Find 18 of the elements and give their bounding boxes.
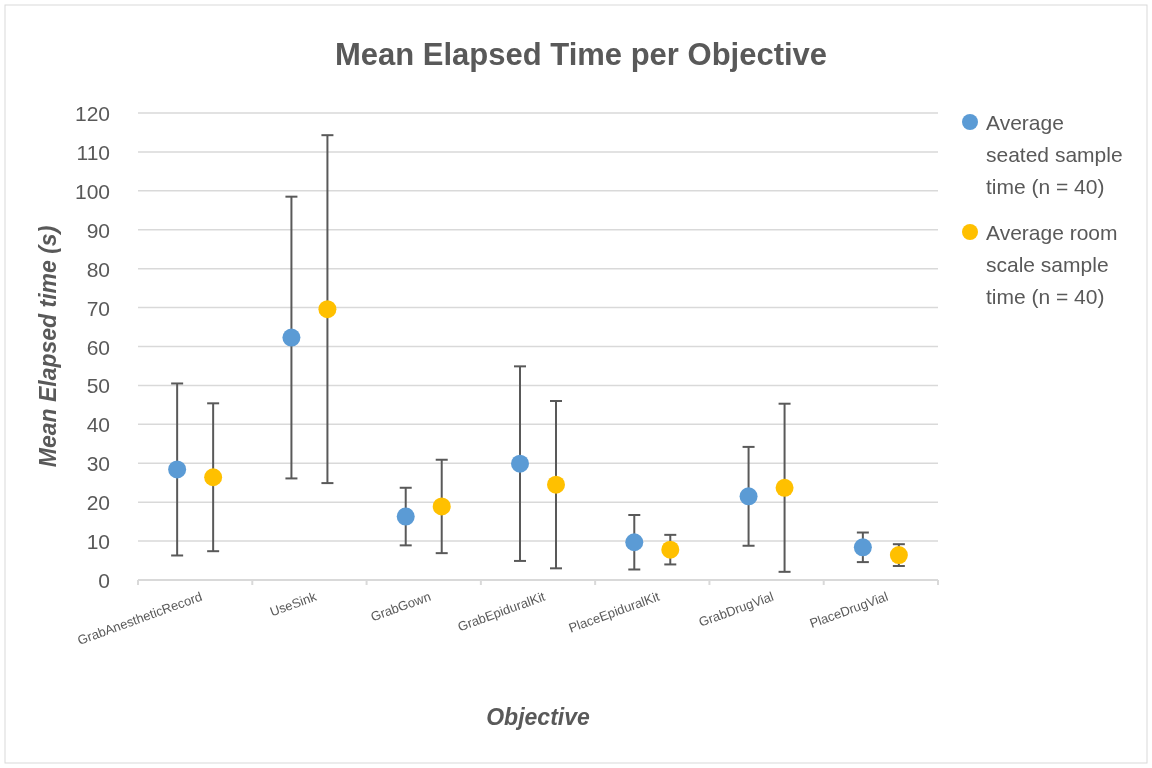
y-tick-label: 0 [98,569,110,592]
y-tick-label: 30 [86,452,110,476]
legend-label: Average room scale sample time (n = 40) [986,221,1118,308]
y-tick-label: 10 [86,530,110,554]
y-tick-label: 50 [86,374,110,398]
y-tick-label: 100 [74,179,110,203]
y-tick-label: 70 [86,296,110,320]
y-tick-label: 90 [86,218,110,242]
y-axis-title: Mean Elapsed time (s) [35,225,61,468]
y-tick-label: 20 [86,491,110,515]
x-axis-title: Objective [486,704,590,730]
y-tick-label: 120 [74,102,110,125]
chart-title: Mean Elapsed Time per Objective [334,37,828,72]
y-tick-label: 60 [86,335,110,359]
y-tick-label: 40 [86,413,110,437]
y-tick-label: 110 [76,140,110,164]
y-tick-label: 80 [86,257,110,281]
legend-label: Average seated sample time (n = 40) [986,111,1123,198]
